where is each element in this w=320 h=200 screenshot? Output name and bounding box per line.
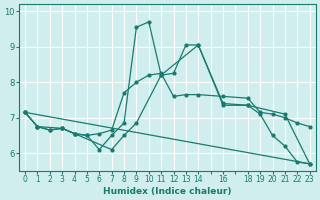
X-axis label: Humidex (Indice chaleur): Humidex (Indice chaleur): [103, 187, 232, 196]
